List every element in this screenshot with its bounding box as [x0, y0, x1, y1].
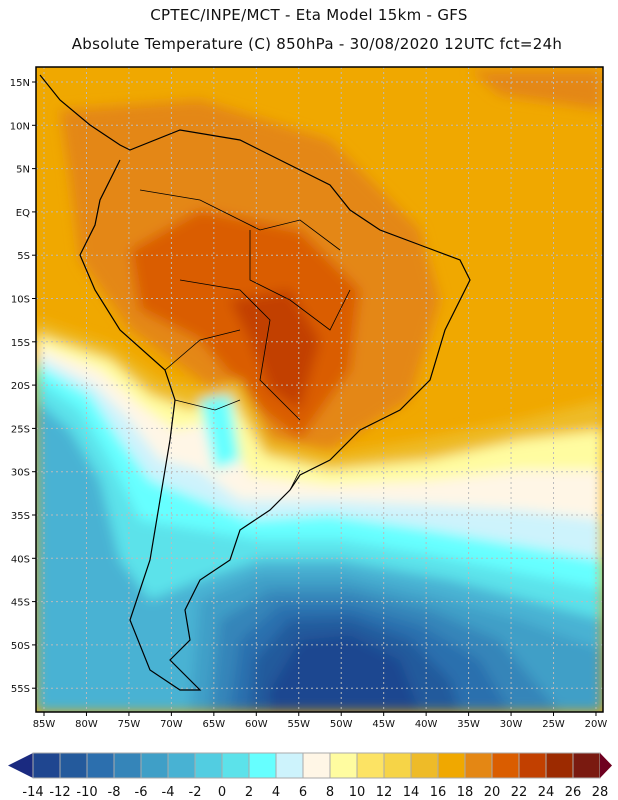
- field-andes-cool: [200, 395, 240, 470]
- lat-tick-label: 5S: [17, 251, 30, 262]
- lat-tick-label: 40S: [11, 554, 30, 565]
- colorbar-label: 8: [326, 785, 334, 800]
- lon-tick-label: 80W: [75, 719, 98, 730]
- lon-tick-label: 35W: [457, 719, 480, 730]
- colorbar-label: 24: [538, 785, 555, 800]
- colorbar-swatch: [572, 752, 601, 779]
- lat-tick-label: 50S: [11, 641, 30, 652]
- lon-tick-label: 25W: [542, 719, 565, 730]
- colorbar-label: 2: [245, 785, 253, 800]
- lat-tick-label: 25S: [11, 424, 30, 435]
- colorbar-swatch: [167, 752, 196, 779]
- lat-tick-label: 30S: [11, 468, 30, 479]
- colorbar-swatch: [464, 752, 493, 779]
- colorbar-label: -8: [108, 785, 121, 800]
- colorbar-label: 18: [457, 785, 474, 800]
- lat-tick-label: 5N: [16, 165, 30, 176]
- lon-tick-label: 45W: [372, 719, 395, 730]
- lat-tick-label: 20S: [11, 381, 30, 392]
- colorbar-swatch: [59, 752, 88, 779]
- lat-tick-label: 35S: [11, 511, 30, 522]
- lat-tick-label: 15N: [10, 78, 30, 89]
- field-pacific-cool: [36, 420, 95, 570]
- colorbar-label: 26: [565, 785, 582, 800]
- colorbar-label: -4: [162, 785, 175, 800]
- colorbar-under-arrow: [8, 753, 33, 778]
- colorbar-label: -2: [189, 785, 202, 800]
- lon-tick-label: 30W: [500, 719, 523, 730]
- colorbar-swatch: [545, 752, 574, 779]
- colorbar-swatch: [518, 752, 547, 779]
- lon-tick-label: 20W: [585, 719, 608, 730]
- lat-tick-label: 55S: [11, 684, 30, 695]
- lat-tick-label: 10S: [11, 295, 30, 306]
- colorbar-label: 10: [349, 785, 366, 800]
- temperature-field: [36, 67, 603, 712]
- lon-tick-label: 70W: [160, 719, 183, 730]
- colorbar-swatch: [194, 752, 223, 779]
- lon-tick-label: 60W: [245, 719, 268, 730]
- colorbar-swatch: [221, 752, 250, 779]
- colorbar-label: -10: [76, 785, 97, 800]
- colorbar-swatch: [410, 752, 439, 779]
- colorbar-label: 12: [376, 785, 393, 800]
- latitude-axis: 15N 10N 5N EQ 5S 10S 15S 20S 25S 30S 35S 40S 45S 50S 5…: [10, 78, 36, 695]
- colorbar-swatch: [248, 752, 277, 779]
- colorbar-swatch: [86, 752, 115, 779]
- longitude-axis: 85W 80W 75W 70W 65W 60W 55W 50W 45W 40W 35W 30W 25W 2…: [33, 712, 608, 730]
- colorbar-label: 16: [430, 785, 447, 800]
- lon-tick-label: 50W: [330, 719, 353, 730]
- colorbar-swatch: [383, 752, 412, 779]
- country-borders: [139, 189, 351, 491]
- colorbar-over-arrow: [600, 753, 612, 778]
- colorbar: -14 -12 -10 -8 -6 -4 -2 0 2 4 6 8 10 12 14 16 18 20 22 24 26…: [8, 752, 612, 800]
- colorbar-swatch: [275, 752, 304, 779]
- lat-tick-label: 10N: [10, 121, 30, 132]
- lon-tick-label: 85W: [33, 719, 56, 730]
- colorbar-label: 14: [403, 785, 420, 800]
- colorbar-swatch: [356, 752, 385, 779]
- chart-subtitle: Absolute Temperature (C) 850hPa - 30/08/…: [71, 35, 563, 53]
- field-warm-top: [470, 70, 603, 110]
- colorbar-label: 20: [484, 785, 501, 800]
- lat-tick-label: EQ: [16, 208, 30, 219]
- colorbar-swatch: [140, 752, 169, 779]
- lat-tick-label: 45S: [11, 598, 30, 609]
- lon-tick-label: 40W: [415, 719, 438, 730]
- colorbar-label: 0: [218, 785, 226, 800]
- field-warm-22: [230, 290, 320, 410]
- lat-tick-label: 15S: [11, 338, 30, 349]
- chart-title: CPTEC/INPE/MCT - Eta Model 15km - GFS: [150, 6, 468, 24]
- lon-tick-label: 75W: [118, 719, 141, 730]
- colorbar-label: -12: [49, 785, 70, 800]
- field-m12: [270, 635, 420, 712]
- colorbar-label: -6: [135, 785, 148, 800]
- colorbar-swatch: [437, 752, 466, 779]
- colorbar-label: 22: [511, 785, 528, 800]
- map-frame: [35, 66, 604, 713]
- colorbar-label: 6: [299, 785, 307, 800]
- lon-tick-label: 65W: [203, 719, 226, 730]
- colorbar-label: 28: [592, 785, 609, 800]
- colorbar-label: -14: [22, 785, 43, 800]
- colorbar-swatch: [329, 752, 358, 779]
- colorbar-label: 4: [272, 785, 280, 800]
- colorbar-swatch: [32, 752, 61, 779]
- lon-tick-label: 55W: [287, 719, 310, 730]
- colorbar-swatch: [113, 752, 142, 779]
- colorbar-swatch: [302, 752, 331, 779]
- colorbar-swatch: [491, 752, 520, 779]
